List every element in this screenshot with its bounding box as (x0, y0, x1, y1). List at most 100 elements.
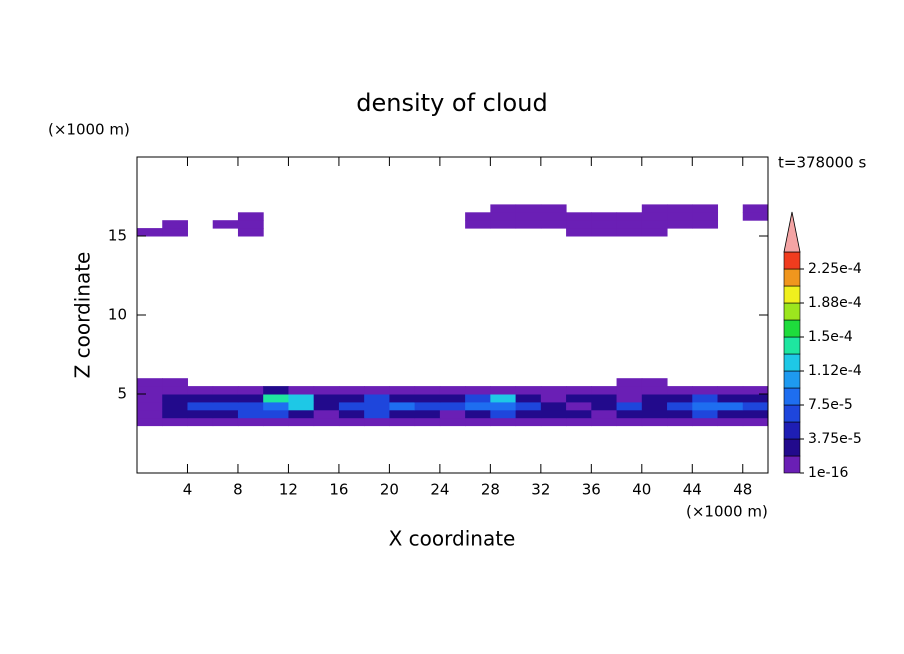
x-tick-label: 40 (632, 481, 651, 499)
time-label: t=378000 s (778, 154, 866, 172)
colorbar-tick-label: 1.88e-4 (808, 295, 862, 311)
x-tick-label: 28 (481, 481, 500, 499)
x-tick-label: 36 (582, 481, 601, 499)
density-cell (439, 386, 466, 395)
density-cell (414, 417, 441, 427)
density-cell (540, 212, 567, 221)
density-cell (414, 394, 441, 403)
colorbar-band (783, 302, 801, 321)
colorbar-tick-label: 3.75e-5 (808, 431, 862, 447)
density-cell (338, 386, 365, 395)
density-cell (742, 417, 769, 427)
density-cell (162, 386, 188, 395)
density-cell (237, 394, 264, 403)
density-cell (692, 401, 719, 411)
density-cell (667, 409, 693, 419)
density-cell (490, 220, 517, 229)
density-cell (616, 378, 643, 387)
density-cell (338, 409, 365, 419)
density-cell (742, 386, 769, 395)
density-cell (540, 417, 567, 427)
density-cell (263, 394, 289, 403)
density-cell (692, 386, 719, 395)
density-cell (162, 417, 188, 427)
density-cell (490, 401, 517, 411)
x-tick-label: 44 (683, 481, 702, 499)
density-cell (591, 212, 618, 221)
density-cell (465, 386, 491, 395)
density-cell (742, 394, 769, 403)
density-cell (591, 409, 618, 419)
density-cell (364, 409, 390, 419)
density-cell (439, 409, 466, 419)
density-cell (212, 401, 239, 411)
y-tick-label: 5 (117, 385, 127, 403)
density-cell (742, 401, 769, 411)
density-cell (439, 401, 466, 411)
density-cell (389, 417, 416, 427)
x-axis-label: X coordinate (389, 527, 516, 551)
density-cell (742, 204, 769, 213)
density-cell (692, 417, 719, 427)
density-cell (667, 212, 693, 221)
density-cell (641, 228, 668, 237)
density-cell (566, 409, 592, 419)
density-cell (414, 401, 441, 411)
density-cell (591, 228, 618, 237)
density-cell (389, 386, 416, 395)
density-cell (641, 394, 668, 403)
density-cell (465, 220, 491, 229)
density-cell (566, 394, 592, 403)
colorbar-band (783, 353, 801, 372)
colorbar-band (783, 387, 801, 406)
density-cell (591, 401, 618, 411)
colorbar-band (783, 404, 801, 423)
density-cell (616, 409, 643, 419)
density-cell (364, 401, 390, 411)
density-cell (566, 417, 592, 427)
density-cell (616, 212, 643, 221)
density-cell (616, 220, 643, 229)
density-cell (439, 394, 466, 403)
density-cell (515, 401, 542, 411)
density-cell (137, 386, 163, 395)
x-tick-label: 16 (329, 481, 348, 499)
density-cell (667, 394, 693, 403)
density-cell (263, 386, 289, 395)
density-cell (566, 401, 592, 411)
density-cell (641, 386, 668, 395)
density-cell (742, 212, 769, 221)
density-cell (237, 228, 264, 237)
density-cell (237, 417, 264, 427)
x-unit: (×1000 m) (686, 503, 768, 521)
density-cell (566, 228, 592, 237)
density-cell (490, 394, 517, 403)
density-cell (313, 409, 340, 419)
x-tick-label: 8 (233, 481, 243, 499)
density-cell (465, 401, 491, 411)
density-cell (515, 417, 542, 427)
density-cell (162, 378, 188, 387)
density-cell (237, 409, 264, 419)
density-cell (237, 212, 264, 221)
density-cell (162, 220, 188, 229)
density-cell (439, 417, 466, 427)
density-cell (515, 204, 542, 213)
density-cell (237, 401, 264, 411)
density-cell (465, 417, 491, 427)
density-cell (414, 386, 441, 395)
density-cell (641, 204, 668, 213)
density-cell (540, 394, 567, 403)
density-cell (288, 386, 315, 395)
density-cell (540, 409, 567, 419)
density-cell (591, 386, 618, 395)
colorbar-tick-label: 7.5e-5 (808, 397, 853, 413)
density-cell (591, 394, 618, 403)
x-tick-label: 48 (733, 481, 752, 499)
density-cell (313, 394, 340, 403)
density-cell (465, 394, 491, 403)
density-cell (566, 220, 592, 229)
density-cell (364, 417, 390, 427)
